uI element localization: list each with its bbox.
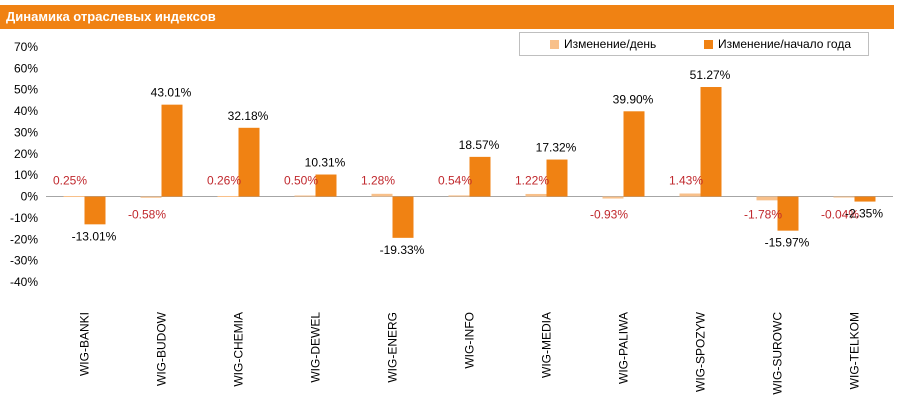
y-tick-label: -40% [10,275,38,289]
bar-day [602,196,624,199]
bar-year [623,111,645,197]
x-category-label: WIG-INFO [463,312,477,369]
legend-label-year: Изменение/начало года [718,37,851,51]
bar-year [854,196,876,202]
bar-day [371,193,393,197]
data-label-year: 17.32% [536,141,577,155]
chart-title-bar: Динамика отраслевых индексов [0,5,894,29]
legend-item-year: Изменение/начало года [704,37,851,51]
data-label-year: -15.97% [765,236,810,250]
x-category-label: WIG-PALIWA [617,312,631,384]
data-label-day: 0.26% [207,174,241,188]
data-label-day: 1.43% [669,174,703,188]
bar-year [392,196,414,238]
x-category-label: WIG-DEWEL [309,312,323,383]
legend-swatch-day [550,40,559,50]
bar-year [700,87,722,197]
data-label-day: 1.22% [515,174,549,188]
y-tick-label: 30% [14,125,38,139]
bar-day [448,195,470,197]
bar-day [217,195,239,197]
data-label-day: 0.50% [284,174,318,188]
bar-year [84,196,106,225]
x-category-label: WIG-SUROWC [771,312,785,395]
x-category-label: WIG-BANKI [78,312,92,376]
bar-day [756,196,778,201]
bar-day [833,196,855,198]
x-category-label: WIG-BUDOW [155,311,169,386]
data-label-day: -0.93% [590,208,628,222]
bar-day [140,196,162,198]
data-label-year: -19.33% [380,243,425,257]
y-tick-label: 70% [14,40,38,54]
legend-item-day: Изменение/день [550,37,656,51]
x-category-label: WIG-TELKOM [848,312,862,389]
bar-day [525,193,547,197]
legend: Изменение/день Изменение/начало года [519,32,869,56]
bar-year [777,196,799,231]
data-label-year: 10.31% [305,156,346,170]
y-tick-label: 20% [14,147,38,161]
data-label-year: 43.01% [151,86,192,100]
chart-title: Динамика отраслевых индексов [6,9,216,24]
data-label-day: -0.04% [821,208,859,222]
y-tick-label: 0% [21,190,39,204]
data-label-year: -13.01% [72,229,117,243]
y-tick-label: -20% [10,232,38,246]
bar-day [679,193,701,197]
bar-day [294,195,316,197]
x-category-label: WIG-ENERG [386,312,400,383]
y-tick-label: 40% [14,104,38,118]
data-label-day: 0.25% [53,174,87,188]
data-label-year: 32.18% [228,109,269,123]
y-tick-label: 50% [14,83,38,97]
bar-year [469,156,491,197]
data-label-day: 0.54% [438,174,472,188]
x-category-label: WIG-SPOZYW [694,311,708,392]
data-label-day: -0.58% [128,208,166,222]
legend-label-day: Изменение/день [564,37,657,51]
bar-year [315,174,337,197]
bar-year [546,159,568,197]
bar-year [161,104,183,197]
legend-swatch-year [704,40,713,50]
data-label-year: 51.27% [690,68,731,82]
data-label-day: 1.28% [361,174,395,188]
x-category-label: WIG-MEDIA [540,312,554,378]
bar-day [63,196,85,198]
y-tick-label: 60% [14,61,38,75]
data-label-year: 18.57% [459,138,500,152]
x-category-label: WIG-CHEMIA [232,312,246,387]
data-label-day: -1.78% [744,208,782,222]
y-tick-label: -30% [10,254,38,268]
bar-year [238,127,260,197]
y-tick-label: 10% [14,168,38,182]
data-label-year: 39.90% [613,92,654,106]
y-tick-label: -10% [10,211,38,225]
data-label-year: -2.35% [845,207,883,221]
